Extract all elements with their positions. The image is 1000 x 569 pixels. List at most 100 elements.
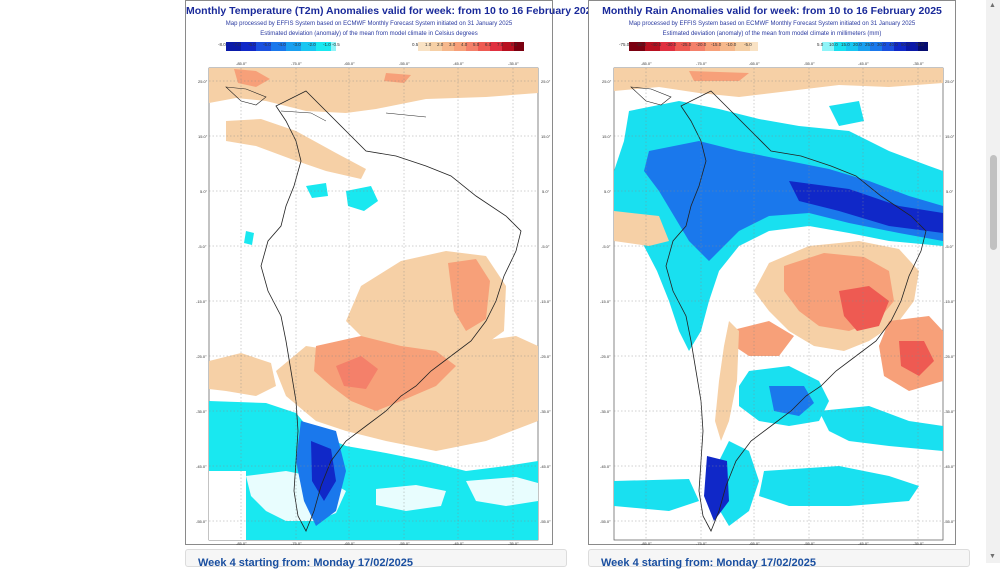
- rain-scale-labels: -75.0 -50.0 -40.0 -30.0 -25.0 -20.0 -15.…: [619, 42, 924, 47]
- lat-label: 25.0°: [198, 79, 208, 84]
- lat-label: 15.0°: [945, 134, 955, 139]
- lat-label: -45.0°: [944, 464, 955, 469]
- rain-anomaly-field: [614, 68, 943, 526]
- temp-scale-label: -2.0: [308, 42, 316, 47]
- lon-label: -75.0°: [696, 61, 707, 66]
- rain-scale-label: -5.0: [744, 42, 752, 47]
- lon-label: -55.0°: [399, 541, 410, 546]
- temp-scale-label: 5.0: [473, 42, 480, 47]
- page-scrollbar[interactable]: [986, 0, 1000, 563]
- week-4-card-left[interactable]: Week 4 starting from: Monday 17/02/2025: [185, 549, 567, 569]
- lon-label: -85.0°: [236, 61, 247, 66]
- rain-scale-label: -30.0: [666, 42, 677, 47]
- lat-label: 5.0°: [200, 189, 208, 194]
- rain-scale-label: 30.0: [877, 42, 886, 47]
- lat-label: 5.0°: [604, 189, 612, 194]
- temp-scale-label: 2.0: [437, 42, 444, 47]
- lon-label: -65.0°: [749, 541, 760, 546]
- lat-label: 5.0°: [946, 189, 954, 194]
- temp-scale-label: 1.0: [425, 42, 432, 47]
- temp-scale-label: 7.0: [497, 42, 504, 47]
- lon-label: -55.0°: [804, 541, 815, 546]
- lat-label: -25.0°: [540, 354, 551, 359]
- lon-label: -45.0°: [858, 61, 869, 66]
- temperature-map-title: Monthly Temperature (T2m) Anomalies vali…: [186, 5, 598, 17]
- week-4-heading: Week 4 starting from: Monday 17/02/2025: [198, 557, 413, 569]
- temp-scale-label: -3.0: [293, 42, 301, 47]
- lat-label: -35.0°: [196, 409, 207, 414]
- lon-label: -55.0°: [399, 61, 410, 66]
- lat-label: 25.0°: [541, 79, 551, 84]
- lat-label: 5.0°: [542, 189, 550, 194]
- lat-label: -15.0°: [196, 299, 207, 304]
- week-4-card-right[interactable]: Week 4 starting from: Monday 17/02/2025: [588, 549, 970, 569]
- rain-scale-label: -10.0: [726, 42, 737, 47]
- rain-axis-labels: -85.0° -75.0° -65.0° -55.0° -45.0° -35.0…: [600, 61, 955, 546]
- lon-label: -45.0°: [453, 541, 464, 546]
- lon-label: -75.0°: [696, 541, 707, 546]
- lat-label: 15.0°: [602, 134, 612, 139]
- lon-label: -55.0°: [804, 61, 815, 66]
- lat-label: 15.0°: [541, 134, 551, 139]
- rain-scale-label: 75.0: [915, 42, 924, 47]
- lon-label: -45.0°: [453, 61, 464, 66]
- lat-label: -45.0°: [540, 464, 551, 469]
- temp-scale-label: -5.0: [263, 42, 271, 47]
- scrollbar-thumb[interactable]: [990, 155, 997, 250]
- rain-scale-label: -20.0: [696, 42, 707, 47]
- rain-scale-label: 5.0: [817, 42, 824, 47]
- temp-scale-label: 8.0: [511, 42, 518, 47]
- lon-label: -35.0°: [913, 61, 924, 66]
- temp-scale-label: 4.0: [461, 42, 468, 47]
- temperature-map-graphic: -8.0 -7.0 -6.0 -5.0 -4.0 -3.0 -2.0 -1.0 …: [196, 42, 551, 546]
- lat-label: -25.0°: [944, 354, 955, 359]
- lat-label: -15.0°: [540, 299, 551, 304]
- lat-label: -15.0°: [944, 299, 955, 304]
- lon-label: -75.0°: [291, 61, 302, 66]
- lon-label: -75.0°: [291, 541, 302, 546]
- lat-label: -55.0°: [540, 519, 551, 524]
- lat-label: -5.0°: [541, 244, 550, 249]
- week-4-heading: Week 4 starting from: Monday 17/02/2025: [601, 557, 816, 569]
- lon-label: -65.0°: [344, 61, 355, 66]
- temperature-axis-labels: -85.0° -75.0° -65.0° -55.0° -45.0° -35.0…: [196, 61, 551, 546]
- rain-map-subtitle: Map processed by EFFIS System based on E…: [628, 21, 916, 27]
- lat-label: -55.0°: [196, 519, 207, 524]
- lat-label: -25.0°: [600, 354, 611, 359]
- rain-grid: [614, 68, 943, 540]
- temp-scale-label: 3.0: [449, 42, 456, 47]
- temperature-grid: [209, 68, 538, 540]
- rain-color-scale: [629, 42, 928, 51]
- temp-scale-label: -6.0: [248, 42, 256, 47]
- lat-label: -45.0°: [600, 464, 611, 469]
- lon-label: -85.0°: [236, 541, 247, 546]
- lat-label: -5.0°: [602, 244, 611, 249]
- lon-label: -45.0°: [858, 541, 869, 546]
- temp-scale-label: -7.0: [233, 42, 241, 47]
- lat-label: -35.0°: [944, 409, 955, 414]
- rain-scale-label: -25.0: [681, 42, 692, 47]
- lat-label: 25.0°: [602, 79, 612, 84]
- temperature-map-panel: Monthly Temperature (T2m) Anomalies vali…: [185, 0, 598, 546]
- scroll-down-arrow-icon[interactable]: ▼: [989, 553, 996, 560]
- lon-label: -65.0°: [749, 61, 760, 66]
- lat-label: -45.0°: [196, 464, 207, 469]
- rain-scale-label: -50.0: [636, 42, 647, 47]
- rain-scale-label: 15.0: [841, 42, 850, 47]
- rain-scale-label: -15.0: [711, 42, 722, 47]
- temperature-color-scale: [226, 42, 524, 51]
- lat-label: -25.0°: [196, 354, 207, 359]
- temperature-coastline: [260, 90, 522, 532]
- rain-scale-label: 20.0: [853, 42, 862, 47]
- lat-label: -15.0°: [600, 299, 611, 304]
- rain-scale-label: -75.0: [619, 42, 630, 47]
- rain-map-description: Estimated deviation (anomaly) of the mea…: [662, 31, 882, 37]
- scroll-up-arrow-icon[interactable]: ▲: [989, 2, 996, 9]
- lat-label: -5.0°: [198, 244, 207, 249]
- lon-label: -35.0°: [508, 541, 519, 546]
- temp-scale-label: -4.0: [278, 42, 286, 47]
- temperature-map-subtitle: Map processed by EFFIS System based on E…: [225, 21, 513, 27]
- temperature-scale-labels: -8.0 -7.0 -6.0 -5.0 -4.0 -3.0 -2.0 -1.0 …: [218, 42, 518, 47]
- lat-label: 15.0°: [198, 134, 208, 139]
- lat-label: -55.0°: [944, 519, 955, 524]
